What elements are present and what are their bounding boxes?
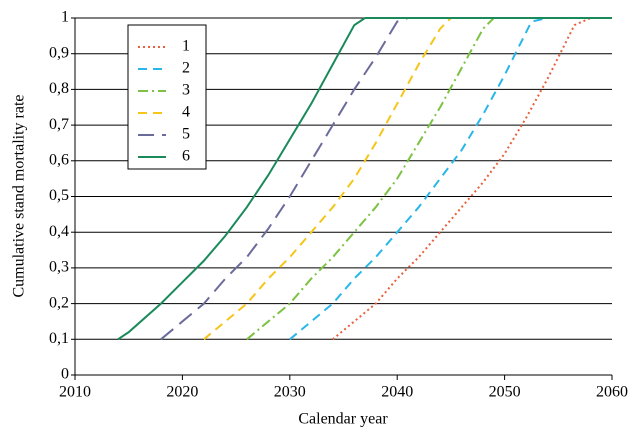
legend-label: 5	[182, 126, 190, 143]
series-line	[117, 17, 612, 341]
x-tick-label: 2060	[596, 384, 628, 401]
y-tick-label: 0	[61, 366, 69, 383]
legend-label: 6	[182, 148, 190, 165]
x-tick-label: 2020	[166, 384, 198, 401]
legend-label: 4	[182, 104, 190, 121]
y-tick-label: 0,1	[49, 330, 69, 347]
legend-label: 2	[182, 60, 190, 77]
y-tick-label: 0,9	[49, 44, 69, 61]
y-tick-label: 0,8	[49, 80, 69, 97]
y-tick-label: 0,4	[49, 223, 69, 240]
series-line	[246, 17, 612, 341]
x-tick-label: 2030	[274, 384, 306, 401]
y-tick-label: 0,5	[49, 187, 69, 204]
x-tick-label: 2050	[489, 384, 521, 401]
x-axis-label: Calendar year	[298, 411, 388, 428]
x-tick-label: 2040	[381, 384, 413, 401]
series-line	[289, 17, 612, 341]
y-tick-label: 0,7	[49, 116, 69, 133]
y-tick-label: 0,6	[49, 151, 69, 168]
x-tick-label: 2010	[59, 384, 91, 401]
legend-label: 1	[182, 38, 190, 55]
y-axis-label: Cumulative stand mortality rate	[11, 94, 28, 297]
y-tick-label: 0,3	[49, 259, 69, 276]
y-tick-label: 0,2	[49, 294, 69, 311]
series-line	[160, 17, 612, 341]
series-line	[332, 17, 612, 341]
legend-label: 3	[182, 82, 190, 99]
series-line	[203, 17, 612, 341]
legend-box	[127, 24, 207, 170]
y-tick-label: 1	[61, 9, 69, 26]
